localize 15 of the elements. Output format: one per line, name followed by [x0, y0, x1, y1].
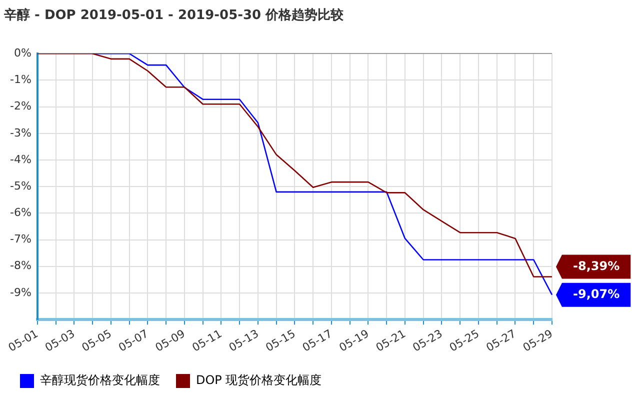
- y-tick-label: -6%: [10, 206, 32, 220]
- y-tick-label: 0%: [14, 46, 32, 60]
- y-tick-label: -3%: [10, 126, 32, 140]
- data-label: -8,39%: [572, 258, 620, 273]
- chart-title: 辛醇 - DOP 2019-05-01 - 2019-05-30 价格趋势比较: [3, 7, 345, 24]
- legend-label: DOP 现货价格变化幅度: [196, 373, 322, 388]
- y-tick-label: -4%: [10, 152, 32, 166]
- y-tick-label: -5%: [10, 179, 32, 192]
- y-tick-label: -7%: [10, 232, 32, 246]
- y-tick-label: -8%: [10, 259, 32, 272]
- y-tick-label: -9%: [10, 286, 32, 299]
- y-tick-label: -1%: [10, 73, 32, 86]
- legend-label: 辛醇现货价格变化幅度: [40, 373, 160, 388]
- y-tick-label: -2%: [10, 100, 32, 113]
- data-label: -9,07%: [572, 286, 620, 301]
